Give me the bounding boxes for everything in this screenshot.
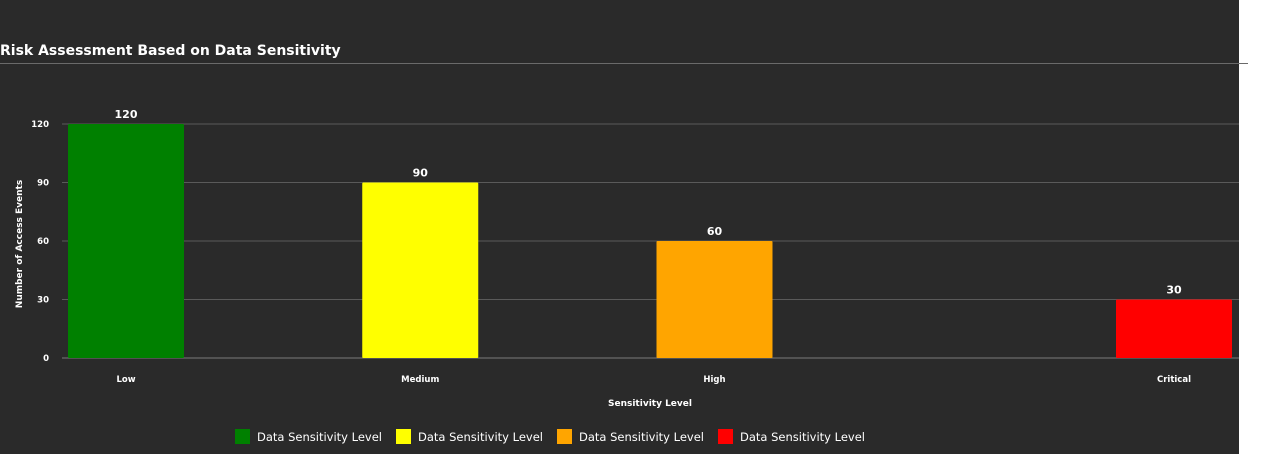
chart-title: Risk Assessment Based on Data Sensitivit… bbox=[0, 43, 341, 59]
y-axis-label: Number of Access Events bbox=[15, 180, 25, 308]
y-tick-label: 60 bbox=[37, 237, 49, 247]
legend-item[interactable]: Data Sensitivity Level bbox=[235, 429, 382, 444]
x-tick-label: High bbox=[703, 375, 725, 385]
legend-swatch bbox=[396, 429, 411, 444]
title-divider bbox=[0, 63, 1248, 64]
legend-item[interactable]: Data Sensitivity Level bbox=[718, 429, 865, 444]
legend-swatch bbox=[718, 429, 733, 444]
bar-medium[interactable] bbox=[362, 182, 479, 359]
y-tick-label: 30 bbox=[37, 296, 49, 306]
legend-label: Data Sensitivity Level bbox=[257, 429, 382, 444]
legend-item[interactable]: Data Sensitivity Level bbox=[557, 429, 704, 444]
data-label: 90 bbox=[413, 167, 429, 180]
legend-item[interactable]: Data Sensitivity Level bbox=[396, 429, 543, 444]
y-tick-label: 120 bbox=[31, 120, 49, 130]
data-label: 120 bbox=[115, 108, 138, 121]
y-tick-label: 90 bbox=[37, 179, 49, 189]
data-label: 30 bbox=[1166, 284, 1182, 297]
x-tick-label: Medium bbox=[401, 375, 439, 385]
data-labels: 120 90 60 30 bbox=[115, 108, 1182, 297]
chart-panel: Risk Assessment Based on Data Sensitivit… bbox=[0, 0, 1248, 454]
chart-legend: Data Sensitivity Level Data Sensitivity L… bbox=[0, 429, 1100, 444]
legend-label: Data Sensitivity Level bbox=[740, 429, 865, 444]
legend-label: Data Sensitivity Level bbox=[418, 429, 543, 444]
bar-low[interactable] bbox=[68, 124, 184, 358]
x-axis-label: Sensitivity Level bbox=[608, 399, 692, 409]
y-tick-label: 0 bbox=[43, 354, 49, 364]
bars bbox=[68, 124, 1232, 358]
bar-chart: 120 90 60 30 0 30 60 90 120 Low Medium High Critic… bbox=[15, 108, 1239, 409]
legend-label: Data Sensitivity Level bbox=[579, 429, 704, 444]
x-tick-labels: Low Medium High Critical bbox=[116, 375, 1191, 385]
legend-swatch bbox=[235, 429, 250, 444]
bar-high[interactable] bbox=[656, 241, 773, 358]
legend-swatch bbox=[557, 429, 572, 444]
data-label: 60 bbox=[707, 225, 723, 238]
bar-critical[interactable] bbox=[1116, 299, 1232, 359]
gridlines bbox=[62, 123, 1239, 359]
x-tick-label: Low bbox=[116, 375, 135, 385]
x-tick-label: Critical bbox=[1157, 375, 1191, 385]
y-tick-labels: 0 30 60 90 120 bbox=[31, 120, 49, 364]
